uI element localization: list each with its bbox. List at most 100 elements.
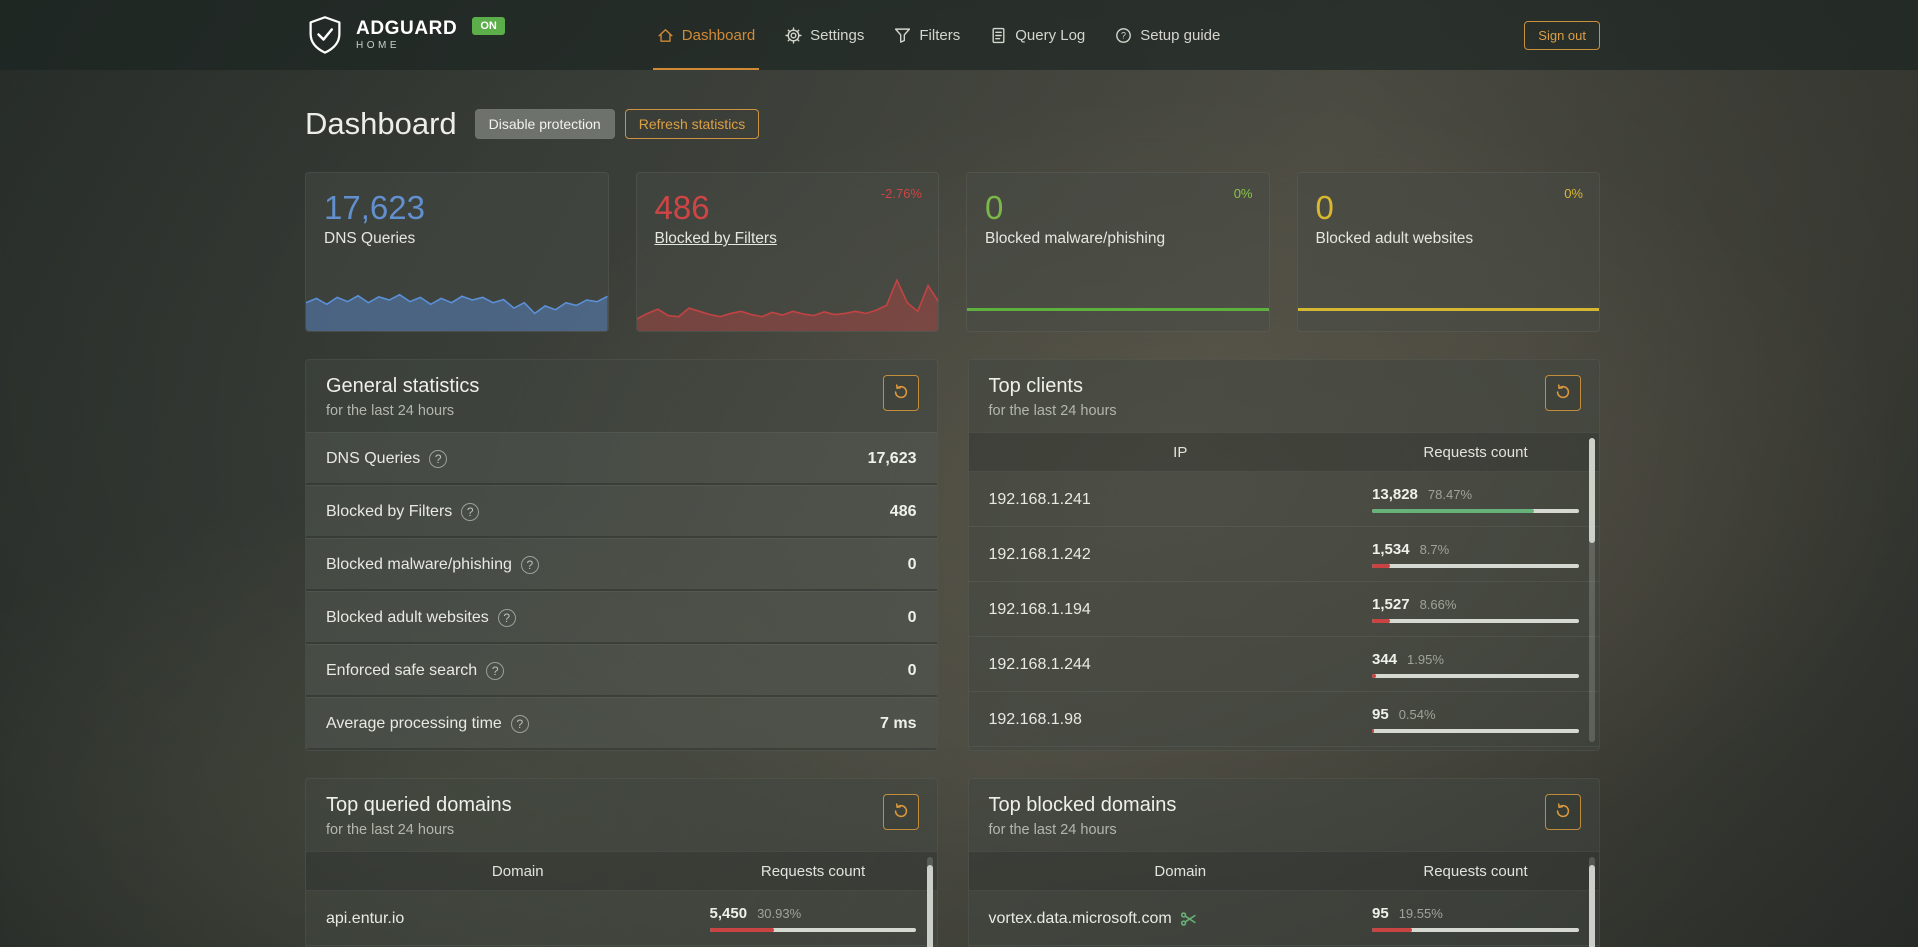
blocked-adult-trend: 0% [1564,186,1583,201]
scrollbar-thumb[interactable] [926,865,933,947]
blocked-filters-value: 486 [654,189,710,226]
top-clients-table-header: IP Requests count [968,432,1599,472]
stat-cards: 17,623 DNS Queries 486 Blocked by Filter… [305,172,1600,332]
general-statistics-subtitle: for the last 24 hours [326,403,455,419]
brand-title: ADGUARD [356,17,458,39]
progress-fill [709,928,774,932]
top-queried-rows: api.entur.io 5,450 30.93% [306,891,937,946]
requests-count: 95 [1372,706,1389,723]
brand-subtitle: HOME [356,39,400,51]
filter-funnel-icon [894,27,911,44]
top-navbar: ADGUARD HOME ON Dashboard Settings [0,0,1918,70]
blocked-malware-card: 0 Blocked malware/phishing 0% [966,172,1270,332]
column-header-requests-count: Requests count [1423,443,1528,461]
general-statistics-title: General statistics [326,375,480,397]
blocked-domain-scissors-icon [1180,910,1198,928]
page-title: Dashboard [305,106,457,141]
scrollbar-track [1589,857,1595,947]
refresh-top-clients-button[interactable] [1545,375,1581,411]
table-row: 192.168.1.242 1,534 8.7% [969,527,1600,582]
help-icon[interactable]: ? [510,714,529,733]
help-icon[interactable]: ? [429,449,448,468]
requests-count: 13,828 [1372,486,1418,503]
stat-row: Blocked adult websites ? 0 [306,591,937,644]
top-clients-panel: Top clients for the last 24 hours IP Req… [967,359,1600,751]
refresh-top-blocked-button[interactable] [1545,794,1581,830]
stat-row: Blocked by Filters ? 486 [306,485,937,538]
client-ip: 192.168.1.242 [988,545,1091,563]
progress-fill [1372,729,1375,733]
requests-percent: 1.95% [1407,652,1444,667]
requests-count: 1,534 [1372,541,1410,558]
stat-row: DNS Queries ? 17,623 [306,432,937,485]
blocked-filters-sparkline [636,273,938,331]
requests-count: 95 [1372,905,1389,922]
dns-queries-sparkline [306,273,608,331]
refresh-statistics-button[interactable]: Refresh statistics [624,109,760,139]
stat-label: Blocked malware/phishing [326,555,512,573]
table-row: api.entur.io 5,450 30.93% [306,891,937,946]
blocked-filters-label[interactable]: Blocked by Filters [654,230,777,247]
disable-protection-button[interactable]: Disable protection [474,109,615,139]
stat-label: DNS Queries [326,449,421,467]
requests-count: 344 [1372,651,1398,668]
refresh-top-queried-button[interactable] [882,794,919,830]
page-header: Dashboard Disable protection Refresh sta… [305,106,1600,142]
dashboard-icon [657,27,674,44]
blocked-filters-card: 486 Blocked by Filters -2.76% [635,172,939,332]
top-queried-domains-subtitle: for the last 24 hours [326,822,455,838]
scrollbar-thumb[interactable] [1589,438,1595,543]
progress-track [709,928,917,932]
help-icon[interactable]: ? [520,555,539,574]
refresh-icon [1555,802,1571,822]
nav-item-dashboard[interactable]: Dashboard [652,0,760,70]
refresh-general-statistics-button[interactable] [882,375,919,411]
dns-queries-label: DNS Queries [324,230,416,247]
column-header-ip: IP [1173,443,1188,461]
stat-label: Average processing time [326,714,502,732]
progress-track [1372,509,1579,513]
stat-row: Enforced safe search ? 0 [306,644,937,697]
stat-row: Average processing time ? 7 ms [306,697,937,750]
adguard-logo[interactable]: ADGUARD HOME ON [305,15,505,55]
progress-fill [1372,564,1391,568]
nav-menu: Dashboard Settings Filters Query Log [652,0,1220,70]
client-ip: 192.168.1.98 [988,710,1082,728]
scrollbar-thumb[interactable] [1589,865,1595,947]
gear-icon [785,26,802,44]
top-queried-domains-title: Top queried domains [326,794,512,816]
table-row: 192.168.1.98 95 0.54% [969,692,1600,747]
progress-fill [1372,509,1535,513]
help-icon[interactable]: ? [497,608,516,627]
nav-item-setup-guide[interactable]: ? Setup guide [1115,0,1220,70]
progress-track [1372,564,1579,568]
blocked-malware-value: 0 [985,189,1004,226]
requests-percent: 0.54% [1398,707,1436,722]
nav-item-query-log[interactable]: Query Log [990,0,1085,70]
progress-track [1372,619,1579,623]
protection-status-badge: ON [472,17,505,35]
stat-value: 0 [907,608,917,626]
scrollbar-track [926,857,933,947]
svg-text:?: ? [1121,30,1126,40]
sign-out-button[interactable]: Sign out [1524,20,1600,50]
progress-track [1372,928,1579,932]
requests-percent: 78.47% [1427,487,1472,502]
blocked-filters-trend: -2.76% [880,186,922,201]
requests-percent: 8.7% [1419,542,1450,557]
refresh-icon [893,383,909,403]
help-icon[interactable]: ? [461,502,480,521]
dns-queries-value: 17,623 [324,189,425,226]
stat-value: 0 [907,555,917,573]
help-icon[interactable]: ? [486,661,505,680]
column-header-domain: Domain [1154,862,1207,880]
domain-name: vortex.data.microsoft.com [988,909,1172,927]
stat-row: Blocked malware/phishing ? 0 [306,538,937,591]
stat-value: 486 [889,502,917,520]
progress-fill [1372,674,1377,678]
nav-item-filters[interactable]: Filters [894,0,960,70]
nav-item-settings[interactable]: Settings [785,0,864,70]
blocked-adult-card: 0 Blocked adult websites 0% [1296,172,1600,332]
stat-value: 17,623 [867,449,917,467]
top-blocked-domains-panel: Top blocked domains for the last 24 hour… [967,778,1600,947]
